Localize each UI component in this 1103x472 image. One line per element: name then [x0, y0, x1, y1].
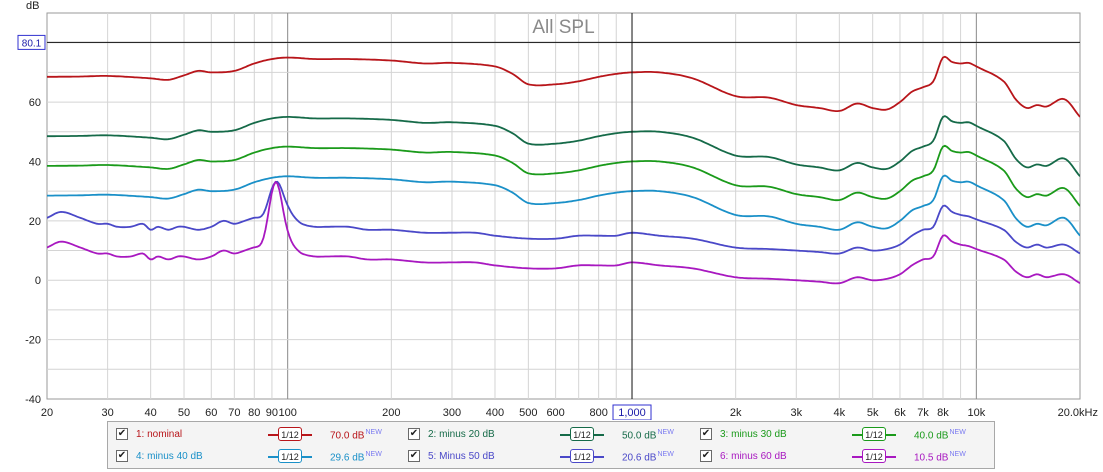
series-line-3: [47, 144, 1080, 207]
series-line-1: [47, 55, 1080, 118]
x-tick-label: 5k: [867, 407, 879, 419]
x-tick-label: 90: [266, 407, 278, 419]
chart-title: All SPL: [532, 17, 594, 38]
x-tick-label: 3k: [790, 407, 802, 419]
legend-value: 40.0 dBNEW: [914, 429, 966, 442]
smoothing-label: 1/12: [570, 427, 594, 441]
x-tick-label: 20: [41, 407, 53, 419]
legend-value: 50.0 dBNEW: [622, 429, 674, 442]
x-tick-label: 40: [145, 407, 157, 419]
smoothing-label: 1/12: [570, 449, 594, 463]
x-tick-label: 200: [382, 407, 400, 419]
smoothing-label: 1/12: [278, 449, 302, 463]
y-axis-label: dB: [26, 0, 39, 12]
legend-name: 5: Minus 50 dB: [428, 451, 495, 462]
legend-entry-4: ✔ 4: minus 40 dB 1/12 29.6 dBNEW: [114, 446, 406, 468]
legend-panel: ✔ 1: nominal 1/12 70.0 dBNEW ✔ 2: minus …: [107, 421, 995, 469]
legend-name: 4: minus 40 dB: [136, 451, 203, 462]
cursor-y-readout: 80.1: [22, 38, 42, 49]
y-tick-label: 60: [29, 97, 41, 109]
series-line-5: [47, 180, 1080, 255]
smoothing-button[interactable]: 1/12: [268, 449, 312, 465]
x-tick-label: 60: [205, 407, 217, 419]
x-tick-label: 600: [546, 407, 564, 419]
legend-entry-3: ✔ 3: minus 30 dB 1/12 40.0 dBNEW: [698, 424, 990, 446]
smoothing-button[interactable]: 1/12: [852, 427, 896, 443]
legend-value: 29.6 dBNEW: [330, 451, 382, 464]
x-tick-label: 500: [519, 407, 537, 419]
smoothing-label: 1/12: [862, 449, 886, 463]
cursor-y-readout-box: [17, 34, 46, 50]
smoothing-label: 1/12: [278, 427, 302, 441]
x-tick-label: 7k: [917, 407, 929, 419]
legend-name: 1: nominal: [136, 429, 183, 440]
legend-name: 6: minus 60 dB: [720, 451, 787, 462]
series-line-2: [47, 115, 1080, 177]
x-tick-label: 300: [443, 407, 461, 419]
x-tick-label: 800: [589, 407, 607, 419]
x-tick-label: 70: [228, 407, 240, 419]
x-tick-label: 100: [278, 407, 296, 419]
smoothing-button[interactable]: 1/12: [268, 427, 312, 443]
x-tick-label: 6k: [894, 407, 906, 419]
legend-entry-2: ✔ 2: minus 20 dB 1/12 50.0 dBNEW: [406, 424, 698, 446]
series-line-6: [47, 180, 1080, 285]
plot-area: [46, 12, 1081, 400]
checkbox-icon[interactable]: ✔: [408, 450, 420, 462]
y-tick-label: -20: [25, 335, 41, 347]
x-tick-label: 50: [178, 407, 190, 419]
legend-entry-5: ✔ 5: Minus 50 dB 1/12 20.6 dBNEW: [406, 446, 698, 468]
x-tick-label: 2k: [730, 407, 742, 419]
x-tick-label: 80: [248, 407, 260, 419]
x-tick-label: 4k: [834, 407, 846, 419]
checkbox-icon[interactable]: ✔: [408, 428, 420, 440]
checkbox-icon[interactable]: ✔: [116, 428, 128, 440]
legend-entry-6: ✔ 6: minus 60 dB 1/12 10.5 dBNEW: [698, 446, 990, 468]
legend-value: 20.6 dBNEW: [622, 451, 674, 464]
legend-row: ✔ 1: nominal 1/12 70.0 dBNEW ✔ 2: minus …: [108, 424, 994, 446]
cursor-x-readout: 1,000: [618, 407, 646, 419]
cursor-x-readout-box: [612, 404, 652, 420]
smoothing-label: 1/12: [862, 427, 886, 441]
y-tick-label: -40: [25, 394, 41, 406]
y-tick-label: 20: [29, 216, 41, 228]
smoothing-button[interactable]: 1/12: [852, 449, 896, 465]
x-tick-label: 20.0kHz: [1058, 407, 1098, 419]
x-tick-label: 400: [486, 407, 504, 419]
legend-name: 2: minus 20 dB: [428, 429, 495, 440]
legend-name: 3: minus 30 dB: [720, 429, 787, 440]
y-tick-label: 40: [29, 156, 41, 168]
checkbox-icon[interactable]: ✔: [116, 450, 128, 462]
x-tick-label: 30: [102, 407, 114, 419]
y-tick-label: 0: [35, 275, 41, 287]
legend-value: 10.5 dBNEW: [914, 451, 966, 464]
checkbox-icon[interactable]: ✔: [700, 450, 712, 462]
smoothing-button[interactable]: 1/12: [560, 449, 604, 465]
x-tick-label: 8k: [937, 407, 949, 419]
smoothing-button[interactable]: 1/12: [560, 427, 604, 443]
checkbox-icon[interactable]: ✔: [700, 428, 712, 440]
legend-value: 70.0 dBNEW: [330, 429, 382, 442]
legend-entry-1: ✔ 1: nominal 1/12 70.0 dBNEW: [114, 424, 406, 446]
legend-row: ✔ 4: minus 40 dB 1/12 29.6 dBNEW ✔ 5: Mi…: [108, 446, 994, 468]
series-line-4: [47, 174, 1080, 237]
x-tick-label: 10k: [967, 407, 985, 419]
